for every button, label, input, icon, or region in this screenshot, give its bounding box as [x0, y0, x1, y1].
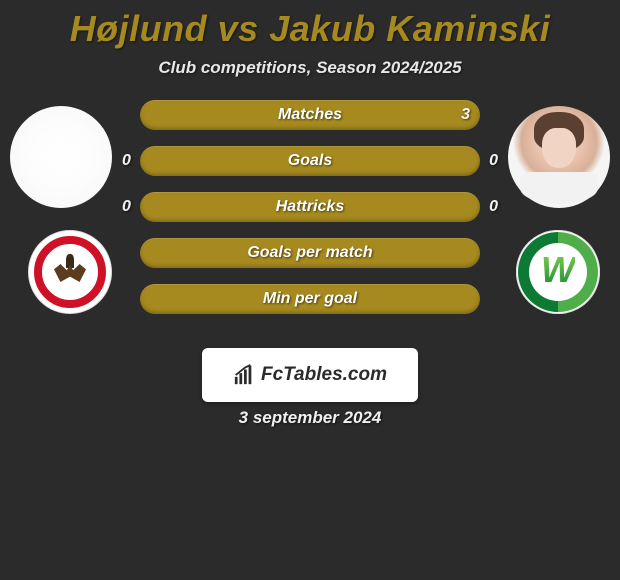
stat-label: Min per goal — [140, 284, 480, 314]
branding-text: FcTables.com — [261, 364, 387, 386]
club-left-badge — [28, 230, 112, 314]
comparison-panel: W Matches 3 0 Goals 0 0 Hattricks 0 Goal… — [0, 100, 620, 340]
page-title: Højlund vs Jakub Kaminski — [0, 0, 620, 50]
branding-badge[interactable]: FcTables.com — [202, 348, 418, 402]
stat-row: Goals per match — [140, 238, 480, 268]
stat-right-value: 3 — [461, 100, 470, 130]
stat-right-value: 0 — [489, 146, 498, 176]
player-right-jersey — [520, 172, 598, 204]
stat-label: Goals per match — [140, 238, 480, 268]
stat-bars: Matches 3 0 Goals 0 0 Hattricks 0 Goals … — [140, 100, 480, 330]
club-right-badge: W — [516, 230, 600, 314]
player-left-avatar — [10, 106, 112, 208]
stat-row: 0 Goals 0 — [140, 146, 480, 176]
wolfsburg-w-icon: W — [541, 252, 575, 288]
stat-right-value: 0 — [489, 192, 498, 222]
stat-left-value: 0 — [122, 146, 131, 176]
chart-icon — [233, 364, 255, 386]
eagle-icon — [52, 254, 88, 290]
date-label: 3 september 2024 — [0, 408, 620, 428]
subtitle: Club competitions, Season 2024/2025 — [0, 58, 620, 78]
stat-row: Matches 3 — [140, 100, 480, 130]
stat-label: Hattricks — [140, 192, 480, 222]
stat-row: 0 Hattricks 0 — [140, 192, 480, 222]
stat-label: Matches — [140, 100, 480, 130]
stat-row: Min per goal — [140, 284, 480, 314]
player-right-avatar — [508, 106, 610, 208]
stat-left-value: 0 — [122, 192, 131, 222]
stat-label: Goals — [140, 146, 480, 176]
